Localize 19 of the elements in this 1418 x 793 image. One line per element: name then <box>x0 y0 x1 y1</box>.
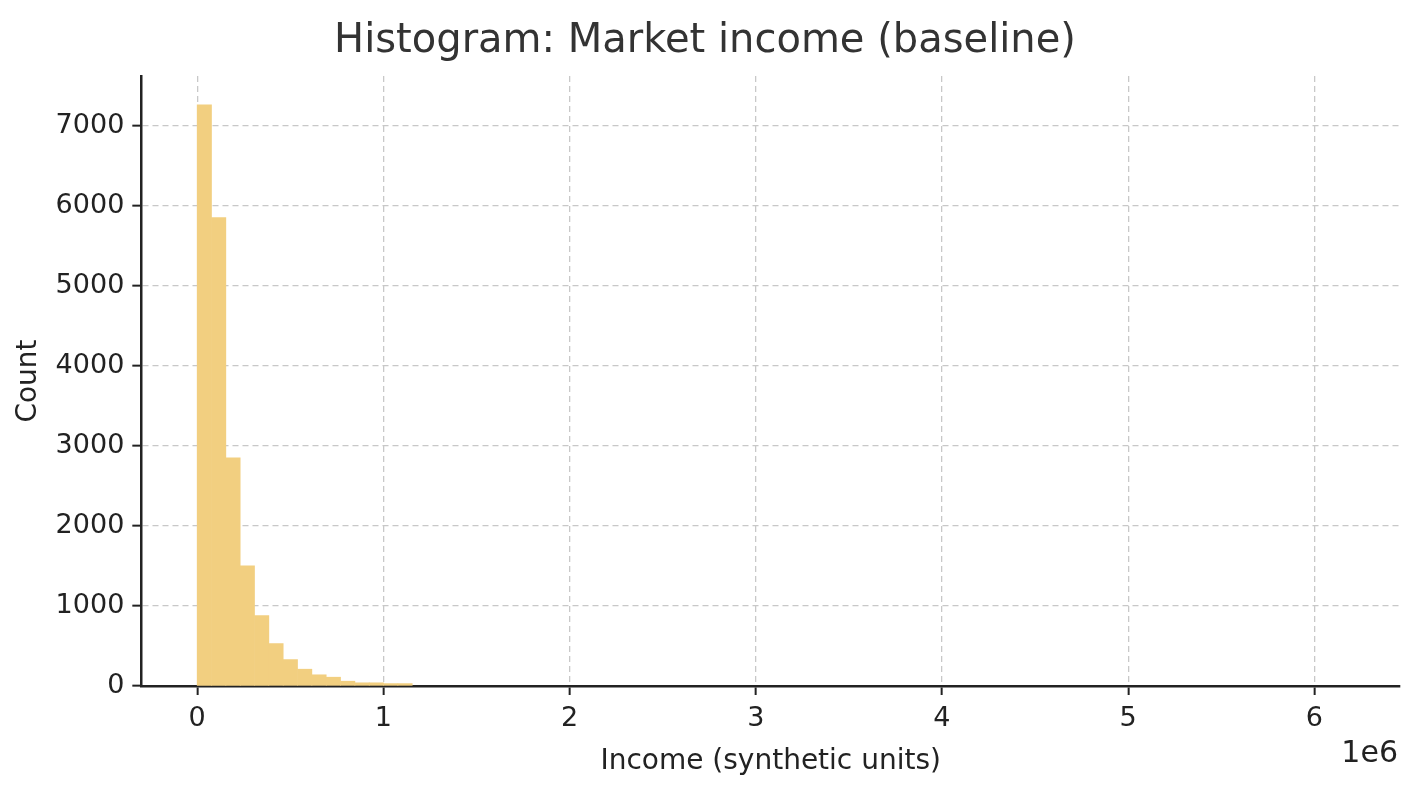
x-tick-label: 6 <box>1305 701 1323 733</box>
x-axis-title: Income (synthetic units) <box>600 743 941 777</box>
y-tick-label: 2000 <box>55 507 125 539</box>
y-tick-label: 4000 <box>55 347 125 379</box>
y-tick-label: 7000 <box>55 107 125 139</box>
x-tick-label: 1 <box>374 701 392 733</box>
y-tick-label: 5000 <box>55 267 125 299</box>
y-tick-label: 0 <box>107 668 125 700</box>
x-tick-label: 0 <box>188 701 206 733</box>
y-axis-title: Count <box>10 339 44 423</box>
y-tick-label: 6000 <box>55 187 125 219</box>
chart-title: Histogram: Market income (baseline) <box>334 15 1076 62</box>
y-tick-label: 3000 <box>55 427 125 459</box>
y-tick-label: 1000 <box>55 587 125 619</box>
x-tick-label: 4 <box>933 701 951 733</box>
x-tick-label: 2 <box>560 701 579 733</box>
text: 1e6 <box>1341 734 1398 769</box>
x-tick-label: 3 <box>747 701 765 733</box>
x-tick-label: 5 <box>1119 701 1137 733</box>
